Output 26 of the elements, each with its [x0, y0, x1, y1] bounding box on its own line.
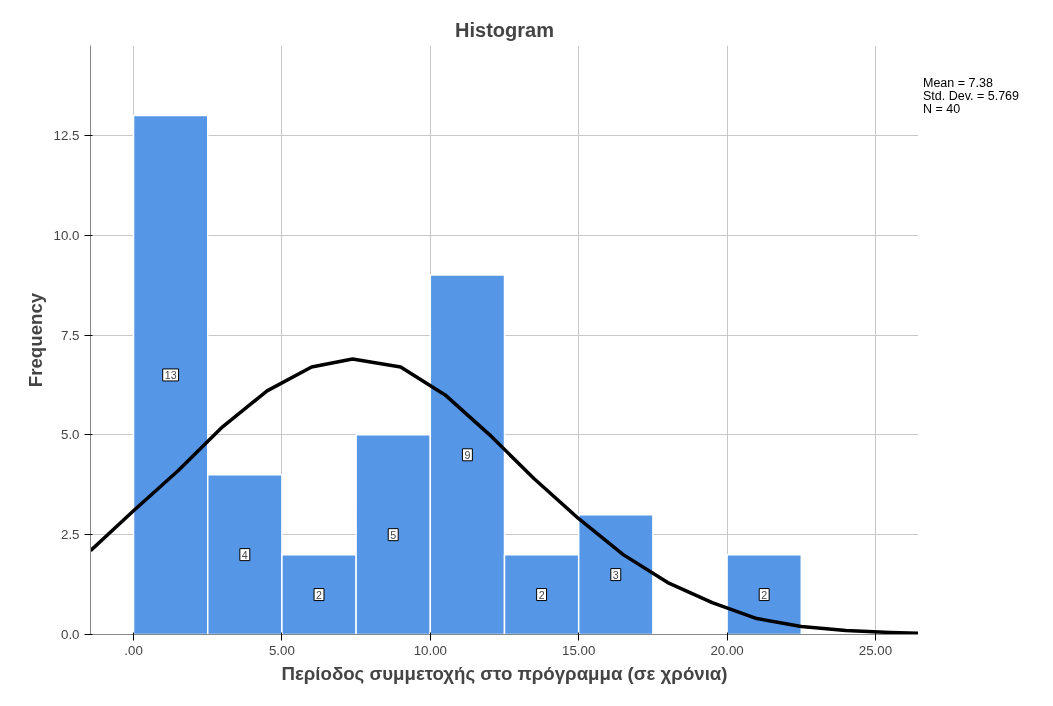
y-tick-label: 5.0 — [60, 427, 80, 443]
data-label: 2 — [316, 588, 323, 601]
data-label: 2 — [761, 588, 768, 601]
data-label: 9 — [464, 448, 471, 461]
data-label: 5 — [390, 528, 397, 541]
x-tick-label: 5.00 — [268, 642, 295, 658]
text: N = 40 — [923, 102, 961, 116]
y-tick-label: 0.0 — [60, 627, 80, 642]
data-label: 2 — [538, 588, 545, 601]
y-tick-label: 7.5 — [60, 327, 80, 343]
text: Std. Dev. = 5.769 — [923, 89, 1020, 103]
data-label: 13 — [164, 368, 177, 381]
text: Mean = 7.38 — [923, 76, 993, 90]
y-tick-label: 2.5 — [60, 527, 80, 543]
x-tick-label: 15.00 — [562, 642, 596, 658]
x-tick-label: 10.00 — [413, 642, 447, 658]
x-axis-title: Περίοδος συμμετοχής στο πρόγραμμα (σε χρόνια) — [281, 662, 728, 684]
y-tick-label: 10.0 — [53, 227, 80, 243]
x-tick-label: .00 — [124, 642, 143, 658]
y-axis-title: Frequency — [24, 292, 46, 388]
y-tick-label: 12.5 — [53, 127, 80, 143]
x-tick-label: 25.00 — [858, 642, 893, 658]
data-label: 3 — [612, 568, 619, 581]
data-label: 4 — [241, 548, 248, 561]
chart-title: Histogram — [455, 18, 554, 41]
x-tick-label: 20.00 — [710, 642, 744, 658]
